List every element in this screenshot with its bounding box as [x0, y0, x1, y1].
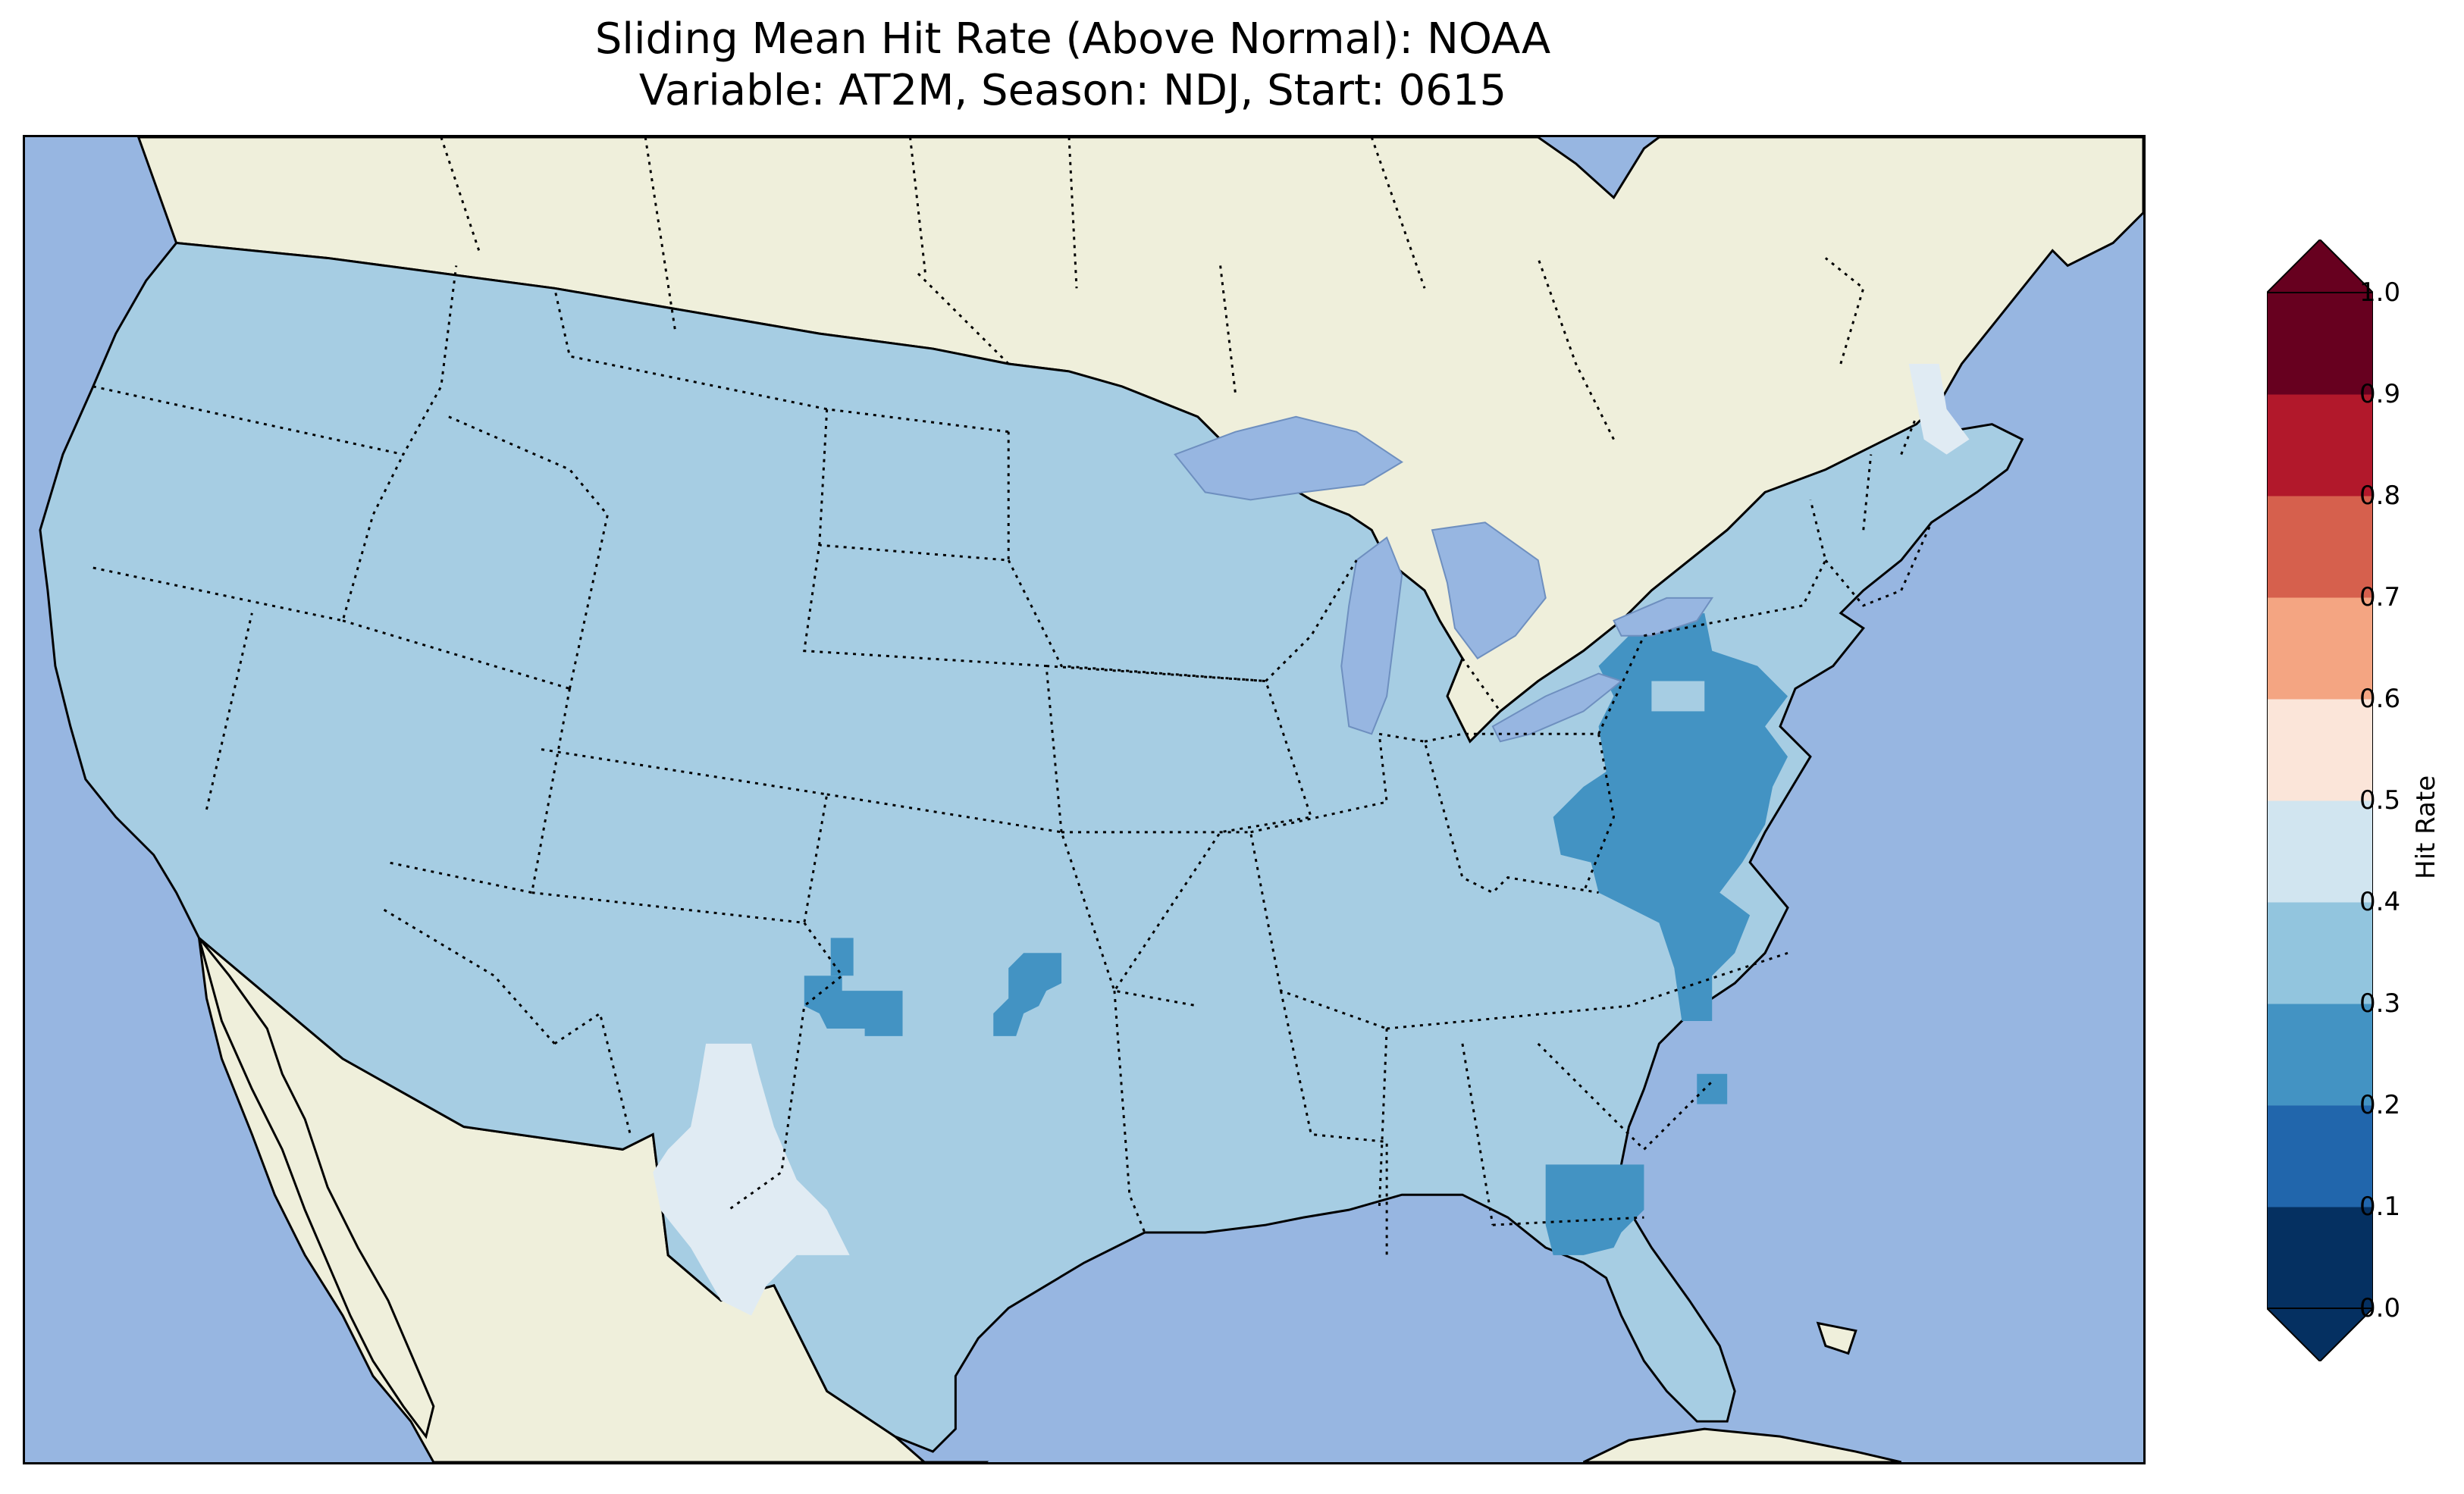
- colorbar-bin: [2267, 293, 2373, 395]
- cuba-land: [1582, 1427, 1902, 1462]
- map-title-line-2: Variable: AT2M, Season: NDJ, Start: 0615: [638, 66, 1507, 115]
- bahamas-island: [1816, 1321, 1857, 1355]
- colorbar-bin: [2267, 902, 2373, 1004]
- colorbar-bin: [2267, 597, 2373, 700]
- colorbar-extend-high: [2267, 240, 2373, 293]
- map-frame: [23, 135, 2146, 1464]
- region-panhandle: [804, 976, 903, 1036]
- region-central-oklahoma: [993, 953, 1062, 1036]
- lake-michigan: [1340, 536, 1403, 735]
- region-pa-patch: [1651, 681, 1705, 712]
- colorbar-tick-label: 0.7: [2359, 582, 2401, 612]
- region-mid-atlantic: [1553, 612, 1788, 1021]
- colorbar-label: Hit Rate: [2411, 775, 2441, 879]
- region-panhandle-tip: [830, 938, 854, 976]
- state-borders: [92, 137, 1933, 1255]
- colorbar-tick-label: 1.0: [2359, 277, 2401, 308]
- us-land: [39, 241, 2024, 1453]
- lake-erie: [1491, 672, 1623, 743]
- baja-peninsula: [198, 937, 435, 1439]
- colorbar-bin: [2267, 1004, 2373, 1106]
- colorbar-tick-label: 0.6: [2359, 684, 2401, 714]
- colorbar-tick-label: 0.8: [2359, 481, 2401, 511]
- region-northern-maine: [1908, 363, 1970, 455]
- colorbar-tick-label: 0.0: [2359, 1293, 2401, 1323]
- colorbar-extend-low: [2267, 1308, 2373, 1361]
- colorbar-bin: [2267, 1207, 2373, 1309]
- colorbar-tick-label: 0.5: [2359, 785, 2401, 816]
- colorbar-tick-label: 0.2: [2359, 1090, 2401, 1120]
- region-west-texas: [653, 1043, 850, 1316]
- colorbar-tick-label: 0.9: [2359, 379, 2401, 409]
- colorbar-outline: [2267, 292, 2373, 1309]
- colorbar-bin: [2267, 496, 2373, 598]
- map-title: Sliding Mean Hit Rate (Above Normal): NO…: [0, 14, 2146, 117]
- colorbar-bins: [2267, 293, 2373, 1309]
- region-sc-coast: [1697, 1073, 1728, 1104]
- map-canvas: [25, 137, 2143, 1462]
- colorbar-bin: [2267, 394, 2373, 496]
- lake-huron: [1431, 521, 1547, 659]
- region-georgia-florida: [1545, 1164, 1644, 1255]
- colorbar-tick-label: 0.4: [2359, 887, 2401, 917]
- colorbar-tick-label: 0.1: [2359, 1192, 2401, 1222]
- colorbar-tick-label: 0.3: [2359, 988, 2401, 1019]
- colorbar-bin: [2267, 699, 2373, 801]
- colorbar-bin: [2267, 1105, 2373, 1207]
- colorbar-bin: [2267, 800, 2373, 903]
- lake-superior: [1174, 415, 1403, 501]
- colorbar: [2267, 240, 2373, 1361]
- map-title-line-1: Sliding Mean Hit Rate (Above Normal): NO…: [594, 14, 1551, 64]
- lake-ontario: [1613, 597, 1714, 637]
